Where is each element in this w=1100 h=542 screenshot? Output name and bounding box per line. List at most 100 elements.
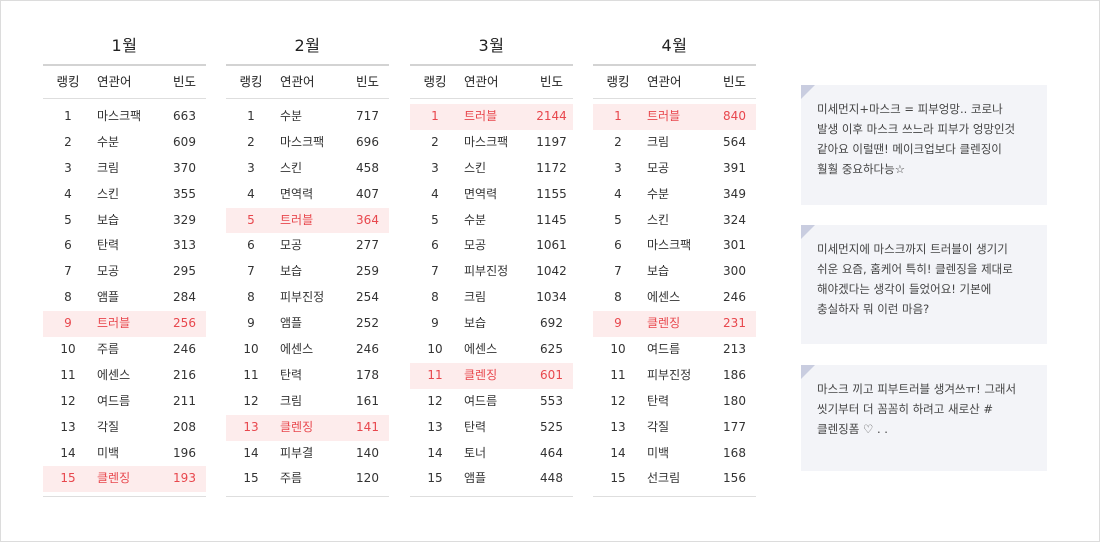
- table-row: 1 수분 717: [226, 104, 389, 130]
- rank-cell: 5: [64, 212, 72, 227]
- keyword-cell: 여드름: [647, 342, 681, 357]
- table-row: 3 스킨 1172: [410, 156, 573, 182]
- column-header-rank: 랭킹: [56, 74, 80, 89]
- frequency-cell: 692: [540, 316, 563, 331]
- keyword-cell: 보습: [280, 264, 303, 279]
- column-header-word: 연관어: [647, 74, 682, 89]
- frequency-cell: 1061: [536, 238, 567, 253]
- frequency-cell: 564: [723, 134, 746, 149]
- table-row: 9 보습 692: [410, 311, 573, 337]
- table-row: 8 피부진정 254: [226, 285, 389, 311]
- frequency-cell: 246: [356, 342, 379, 357]
- keyword-cell: 모공: [280, 238, 303, 253]
- comment-line: 마스크 끼고 피부트러블 생겨쓰ㅠ! 그래서: [817, 382, 1017, 396]
- rank-cell: 3: [614, 160, 622, 175]
- frequency-cell: 300: [723, 264, 746, 279]
- table-row: 8 에센스 246: [593, 285, 756, 311]
- table-row: 14 미백 196: [43, 441, 206, 467]
- frequency-cell: 407: [356, 186, 379, 201]
- frequency-cell: 663: [173, 109, 196, 123]
- rank-cell: 14: [610, 445, 626, 460]
- frequency-cell: 1155: [536, 186, 567, 201]
- comment-card: 미세먼지에 마스크까지 트러블이 생기기 쉬운 요즘, 홈케어 특히! 클렌징을…: [801, 225, 1047, 344]
- comment-line: 클렌징폼 ♡ . .: [817, 422, 888, 436]
- keyword-cell: 주름: [97, 342, 120, 357]
- frequency-cell: 391: [723, 160, 746, 175]
- table-row-highlighted: 1 트러블 2144: [410, 104, 573, 130]
- keyword-cell: 마스크팩: [280, 134, 325, 149]
- frequency-cell: 525: [540, 419, 563, 434]
- table-row: 3 모공 391: [593, 156, 756, 182]
- frequency-cell: 355: [173, 186, 196, 201]
- table-row: 7 모공 295: [43, 259, 206, 285]
- keyword-cell: 크림: [280, 393, 303, 408]
- comment-line: 훨훨 중요하다능☆: [817, 162, 906, 176]
- frequency-cell: 216: [173, 367, 196, 382]
- rank-cell: 9: [614, 316, 622, 331]
- month-table: 1월 랭킹 연관어 빈도 1 마스크팩 663 2 수분 609 3 크림 370 4 스킨 355 5 보습 32…: [43, 28, 206, 498]
- keyword-cell: 스킨: [280, 160, 303, 175]
- frequency-cell: 301: [723, 238, 746, 253]
- rank-cell: 12: [427, 393, 443, 408]
- table-row: 9 앰플 252: [226, 311, 389, 337]
- table-row: 3 크림 370: [43, 156, 206, 182]
- column-header-word: 연관어: [280, 74, 315, 89]
- rank-cell: 11: [427, 367, 443, 382]
- table-row-highlighted: 9 트러블 256: [43, 311, 206, 338]
- column-header-freq: 빈도: [172, 74, 196, 89]
- keyword-cell: 탄력: [280, 367, 303, 382]
- frequency-cell: 259: [356, 264, 379, 279]
- frequency-cell: 161: [356, 393, 379, 408]
- frequency-cell: 458: [356, 160, 379, 175]
- table-body: 1 트러블 840 2 크림 564 3 모공 391 4 수분 349 5 스킨 324 6 마스크팩 301 7…: [593, 99, 756, 498]
- keyword-cell: 수분: [97, 134, 120, 149]
- frequency-cell: 196: [173, 445, 196, 460]
- keyword-cell: 에센스: [464, 342, 498, 357]
- frequency-cell: 140: [356, 445, 379, 460]
- keyword-cell: 토너: [464, 445, 487, 460]
- rank-cell: 3: [64, 160, 72, 175]
- rank-cell: 2: [431, 134, 439, 149]
- keyword-cell: 마스크팩: [97, 109, 142, 123]
- table-row: 4 면역력 407: [226, 182, 389, 208]
- frequency-cell: 211: [173, 393, 196, 408]
- frequency-cell: 464: [540, 445, 563, 460]
- frequency-cell: 1042: [536, 264, 567, 279]
- table-row: 2 크림 564: [593, 130, 756, 156]
- keyword-cell: 피부진정: [464, 264, 509, 279]
- rank-cell: 13: [610, 419, 626, 434]
- rank-cell: 7: [64, 264, 72, 279]
- keyword-cell: 피부진정: [647, 367, 692, 382]
- rank-cell: 4: [64, 186, 72, 201]
- comment-line: 미세먼지+마스크 = 피부엉망.. 코로나: [817, 102, 1003, 116]
- keyword-cell: 수분: [647, 186, 670, 201]
- rank-cell: 8: [64, 290, 72, 305]
- column-header-rank: 랭킹: [606, 74, 630, 89]
- rank-cell: 8: [247, 290, 255, 305]
- keyword-cell: 미백: [647, 445, 670, 460]
- rank-cell: 3: [431, 160, 439, 175]
- table-header: 랭킹 연관어 빈도: [43, 66, 206, 99]
- rank-cell: 5: [247, 212, 255, 227]
- frequency-cell: 1034: [536, 290, 567, 305]
- rank-cell: 4: [614, 186, 622, 201]
- frequency-cell: 177: [723, 419, 746, 434]
- rank-cell: 13: [243, 419, 259, 434]
- table-row-highlighted: 1 트러블 840: [593, 104, 756, 130]
- table-row: 12 여드름 211: [43, 389, 206, 415]
- table-row: 11 에센스 216: [43, 363, 206, 389]
- keyword-cell: 마스크팩: [647, 238, 692, 253]
- keyword-cell: 앰플: [464, 471, 487, 486]
- keyword-cell: 면역력: [280, 186, 314, 201]
- table-row: 13 각질 208: [43, 415, 206, 441]
- table-row: 11 피부진정 186: [593, 363, 756, 389]
- frequency-cell: 208: [173, 419, 196, 434]
- keyword-cell: 스킨: [647, 212, 670, 227]
- month-title: 3월: [410, 28, 573, 66]
- table-row: 13 각질 177: [593, 415, 756, 441]
- frequency-cell: 2144: [536, 109, 567, 123]
- table-header: 랭킹 연관어 빈도: [593, 66, 756, 99]
- frequency-cell: 1172: [536, 160, 567, 175]
- table-body: 1 마스크팩 663 2 수분 609 3 크림 370 4 스킨 355 5 보습 329 6 탄력 313 7 모…: [43, 99, 206, 498]
- comment-card: 마스크 끼고 피부트러블 생겨쓰ㅠ! 그래서 씻기부터 더 꼼꼼히 하려고 새로…: [801, 365, 1047, 471]
